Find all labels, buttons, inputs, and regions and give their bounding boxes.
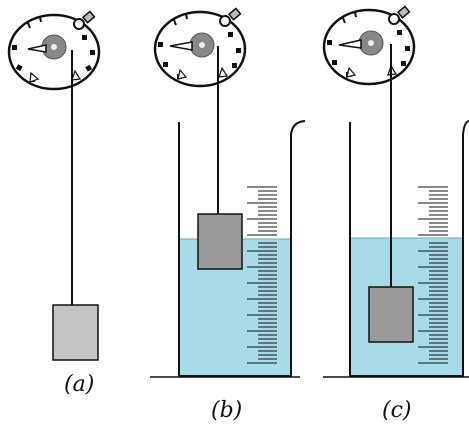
label-c: (c) — [382, 398, 412, 423]
beaker — [349, 120, 469, 377]
hanging-block — [52, 304, 99, 361]
scale-dial-icon — [7, 10, 101, 91]
hanging-block — [368, 286, 414, 343]
graduation-marks — [418, 186, 448, 364]
label-b: (b) — [211, 398, 243, 423]
graduation-marks — [247, 186, 277, 364]
panel-a — [7, 10, 101, 361]
hanging-block — [197, 213, 243, 270]
scale-dial-icon — [153, 7, 247, 88]
hook-icon — [388, 5, 411, 25]
hook-icon — [219, 7, 242, 27]
beaker — [178, 120, 306, 377]
panel-b — [150, 7, 306, 378]
hook-icon — [73, 10, 96, 30]
scale-dial-icon — [322, 5, 416, 86]
label-a: (a) — [64, 372, 95, 397]
panel-c — [322, 5, 469, 378]
